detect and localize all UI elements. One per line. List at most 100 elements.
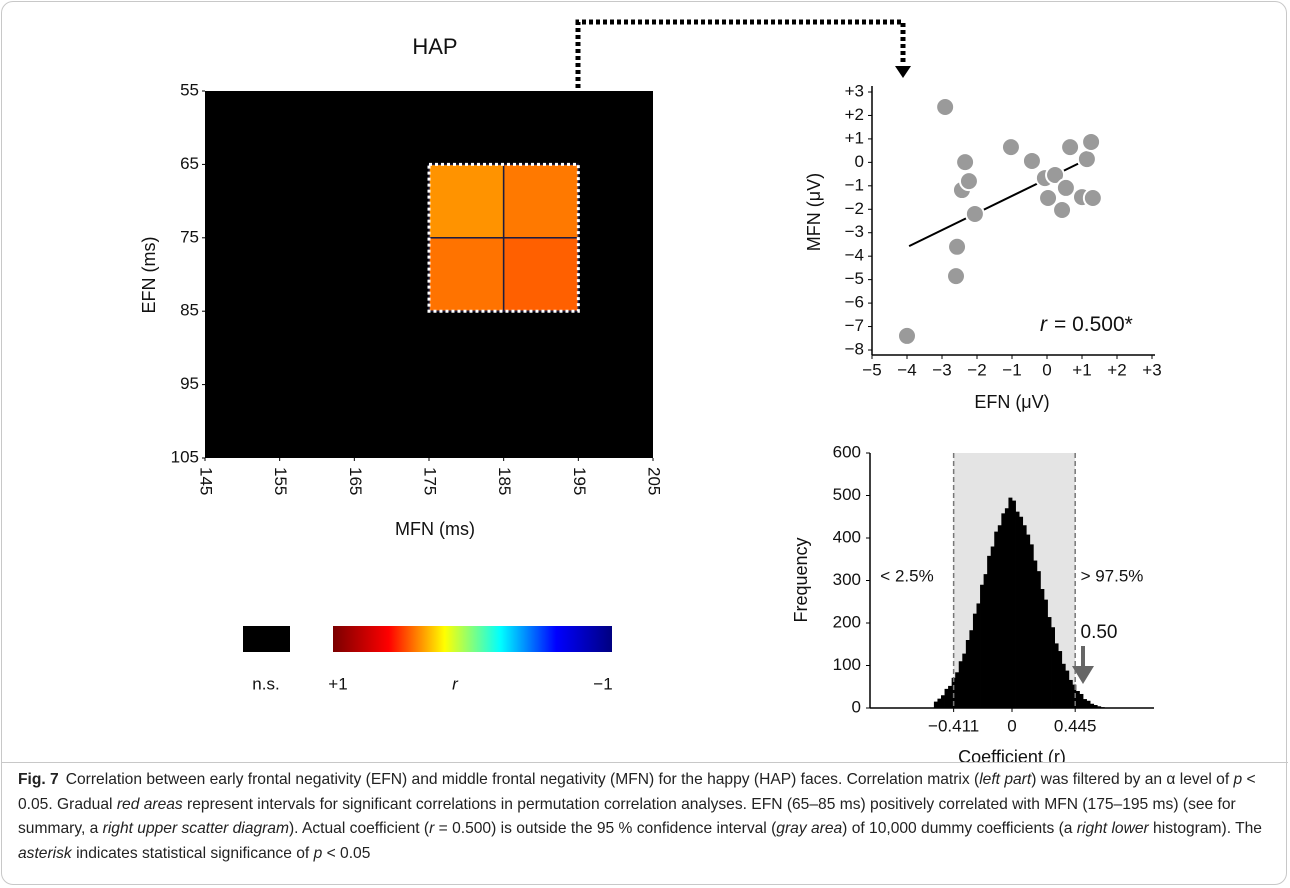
x-axis-label: MFN (ms) — [395, 519, 475, 539]
x-tick-label: −2 — [967, 360, 986, 379]
y-tick-label: 105 — [171, 447, 199, 466]
histogram-bar — [972, 613, 977, 708]
colorbar-label: r — [452, 674, 459, 693]
x-tick-label: 145 — [197, 467, 216, 495]
histogram-bar — [965, 640, 970, 708]
histogram-bar — [1068, 679, 1073, 708]
histogram-bar — [1008, 497, 1013, 708]
scatter-point — [1038, 188, 1059, 209]
histogram-bar — [958, 661, 963, 708]
annotation: < 2.5% — [880, 566, 933, 585]
x-tick-label: −4 — [897, 360, 916, 379]
scatter-point — [1060, 137, 1081, 158]
histogram-bar — [1043, 599, 1048, 708]
caption-text: gray area — [776, 820, 843, 838]
caption-text: p — [313, 844, 323, 862]
annotation: r = 0.500* — [1040, 313, 1133, 336]
histogram-bar — [1033, 560, 1038, 708]
histogram-bar — [944, 688, 949, 708]
y-tick-label: −6 — [845, 293, 864, 312]
caption-label: Fig. 7 — [18, 771, 59, 788]
chart-title: HAP — [412, 34, 457, 59]
y-tick-label: −4 — [845, 246, 864, 265]
x-tick-label: 0.445 — [1054, 716, 1097, 735]
y-tick-label: 95 — [180, 374, 199, 393]
histogram-bar — [1097, 706, 1102, 708]
x-axis-label: Coefficient (r) — [958, 747, 1066, 762]
histogram-bar — [1083, 699, 1087, 708]
y-tick-label: 65 — [180, 154, 199, 173]
annotation: > 97.5% — [1081, 566, 1144, 585]
scatter-point — [1055, 177, 1076, 198]
marker-head — [1072, 666, 1094, 684]
y-tick-label: 0 — [852, 697, 861, 716]
caption-text: right upper scatter diagram — [102, 820, 289, 838]
histogram-bar — [1054, 643, 1059, 708]
caption-text: < 0.05 — [322, 844, 371, 862]
y-tick-label: −5 — [845, 269, 864, 288]
caption-text: < 0.05. Gradual — [18, 771, 1256, 813]
histogram-bar — [1015, 511, 1020, 708]
histogram-bar — [937, 698, 942, 708]
y-axis-label: EFN (ms) — [139, 237, 159, 314]
x-tick-label: +1 — [1072, 360, 1091, 379]
histogram-bar — [1090, 703, 1095, 708]
colorbar — [333, 626, 612, 652]
y-tick-label: 400 — [833, 527, 861, 546]
caption-text: ) of 10,000 dummy coefficients (a — [842, 820, 1077, 838]
x-tick-label: 205 — [645, 467, 664, 495]
histogram-bar — [990, 546, 995, 708]
histogram-bar — [1026, 534, 1031, 708]
histogram-bar — [1019, 516, 1024, 708]
ns-swatch — [243, 626, 290, 652]
scatter-point — [1000, 137, 1021, 158]
x-tick-label: 165 — [346, 467, 365, 495]
caption-text: = 0.500) is outside the 95 % confidence … — [434, 820, 777, 838]
y-tick-label: 85 — [180, 301, 199, 320]
histogram-bar — [1072, 684, 1077, 708]
histogram-bar — [1004, 508, 1009, 708]
scatter-point — [947, 236, 968, 257]
caption-text: Correlation between early frontal negati… — [65, 771, 980, 788]
caption-text: histogram). The — [1148, 820, 1262, 838]
x-tick-label: −3 — [932, 360, 951, 379]
scatter-point — [897, 325, 917, 346]
caption-text: left part — [979, 771, 1032, 788]
caption-text: r — [429, 820, 435, 838]
histogram-bar — [948, 685, 953, 708]
histogram-bar — [1036, 571, 1041, 708]
caption-text: p — [1233, 771, 1243, 788]
y-tick-label: −7 — [845, 316, 864, 335]
x-tick-label: 185 — [495, 467, 514, 495]
histogram-bar — [980, 584, 984, 708]
y-tick-label: +2 — [845, 105, 864, 124]
annotation-symbol: r — [1040, 313, 1048, 336]
caption: Fig. 7 Correlation between early frontal … — [18, 768, 1280, 866]
y-tick-label: 600 — [833, 442, 861, 461]
x-tick-label: 0 — [1007, 716, 1016, 735]
x-tick-label: +3 — [1142, 360, 1161, 379]
histogram-bar — [1075, 691, 1080, 708]
heatmap-cell — [502, 237, 580, 312]
caption-text: represent intervals for significant corr… — [18, 795, 1236, 838]
y-tick-label: 100 — [833, 655, 861, 674]
y-tick-label: 200 — [833, 612, 861, 631]
histogram-bar — [969, 630, 974, 708]
y-tick-label: 75 — [180, 227, 199, 246]
histogram-bar — [976, 603, 981, 708]
histogram-bar — [1001, 513, 1006, 708]
histogram-bar — [1047, 617, 1052, 708]
scatter-point — [958, 171, 979, 192]
scatter-point — [1076, 149, 1097, 170]
histogram-bar — [1058, 651, 1063, 708]
histogram-bar — [994, 531, 999, 708]
x-tick-label: 175 — [421, 467, 440, 495]
histogram-bar — [1086, 700, 1091, 708]
caption-separator — [1, 762, 1288, 763]
histogram-bar — [951, 677, 956, 708]
histogram-bar — [1012, 500, 1016, 708]
scatter-point — [1052, 199, 1073, 220]
histogram-bar — [1051, 627, 1055, 708]
histogram-bar — [955, 672, 960, 708]
y-tick-label: −3 — [845, 222, 864, 241]
